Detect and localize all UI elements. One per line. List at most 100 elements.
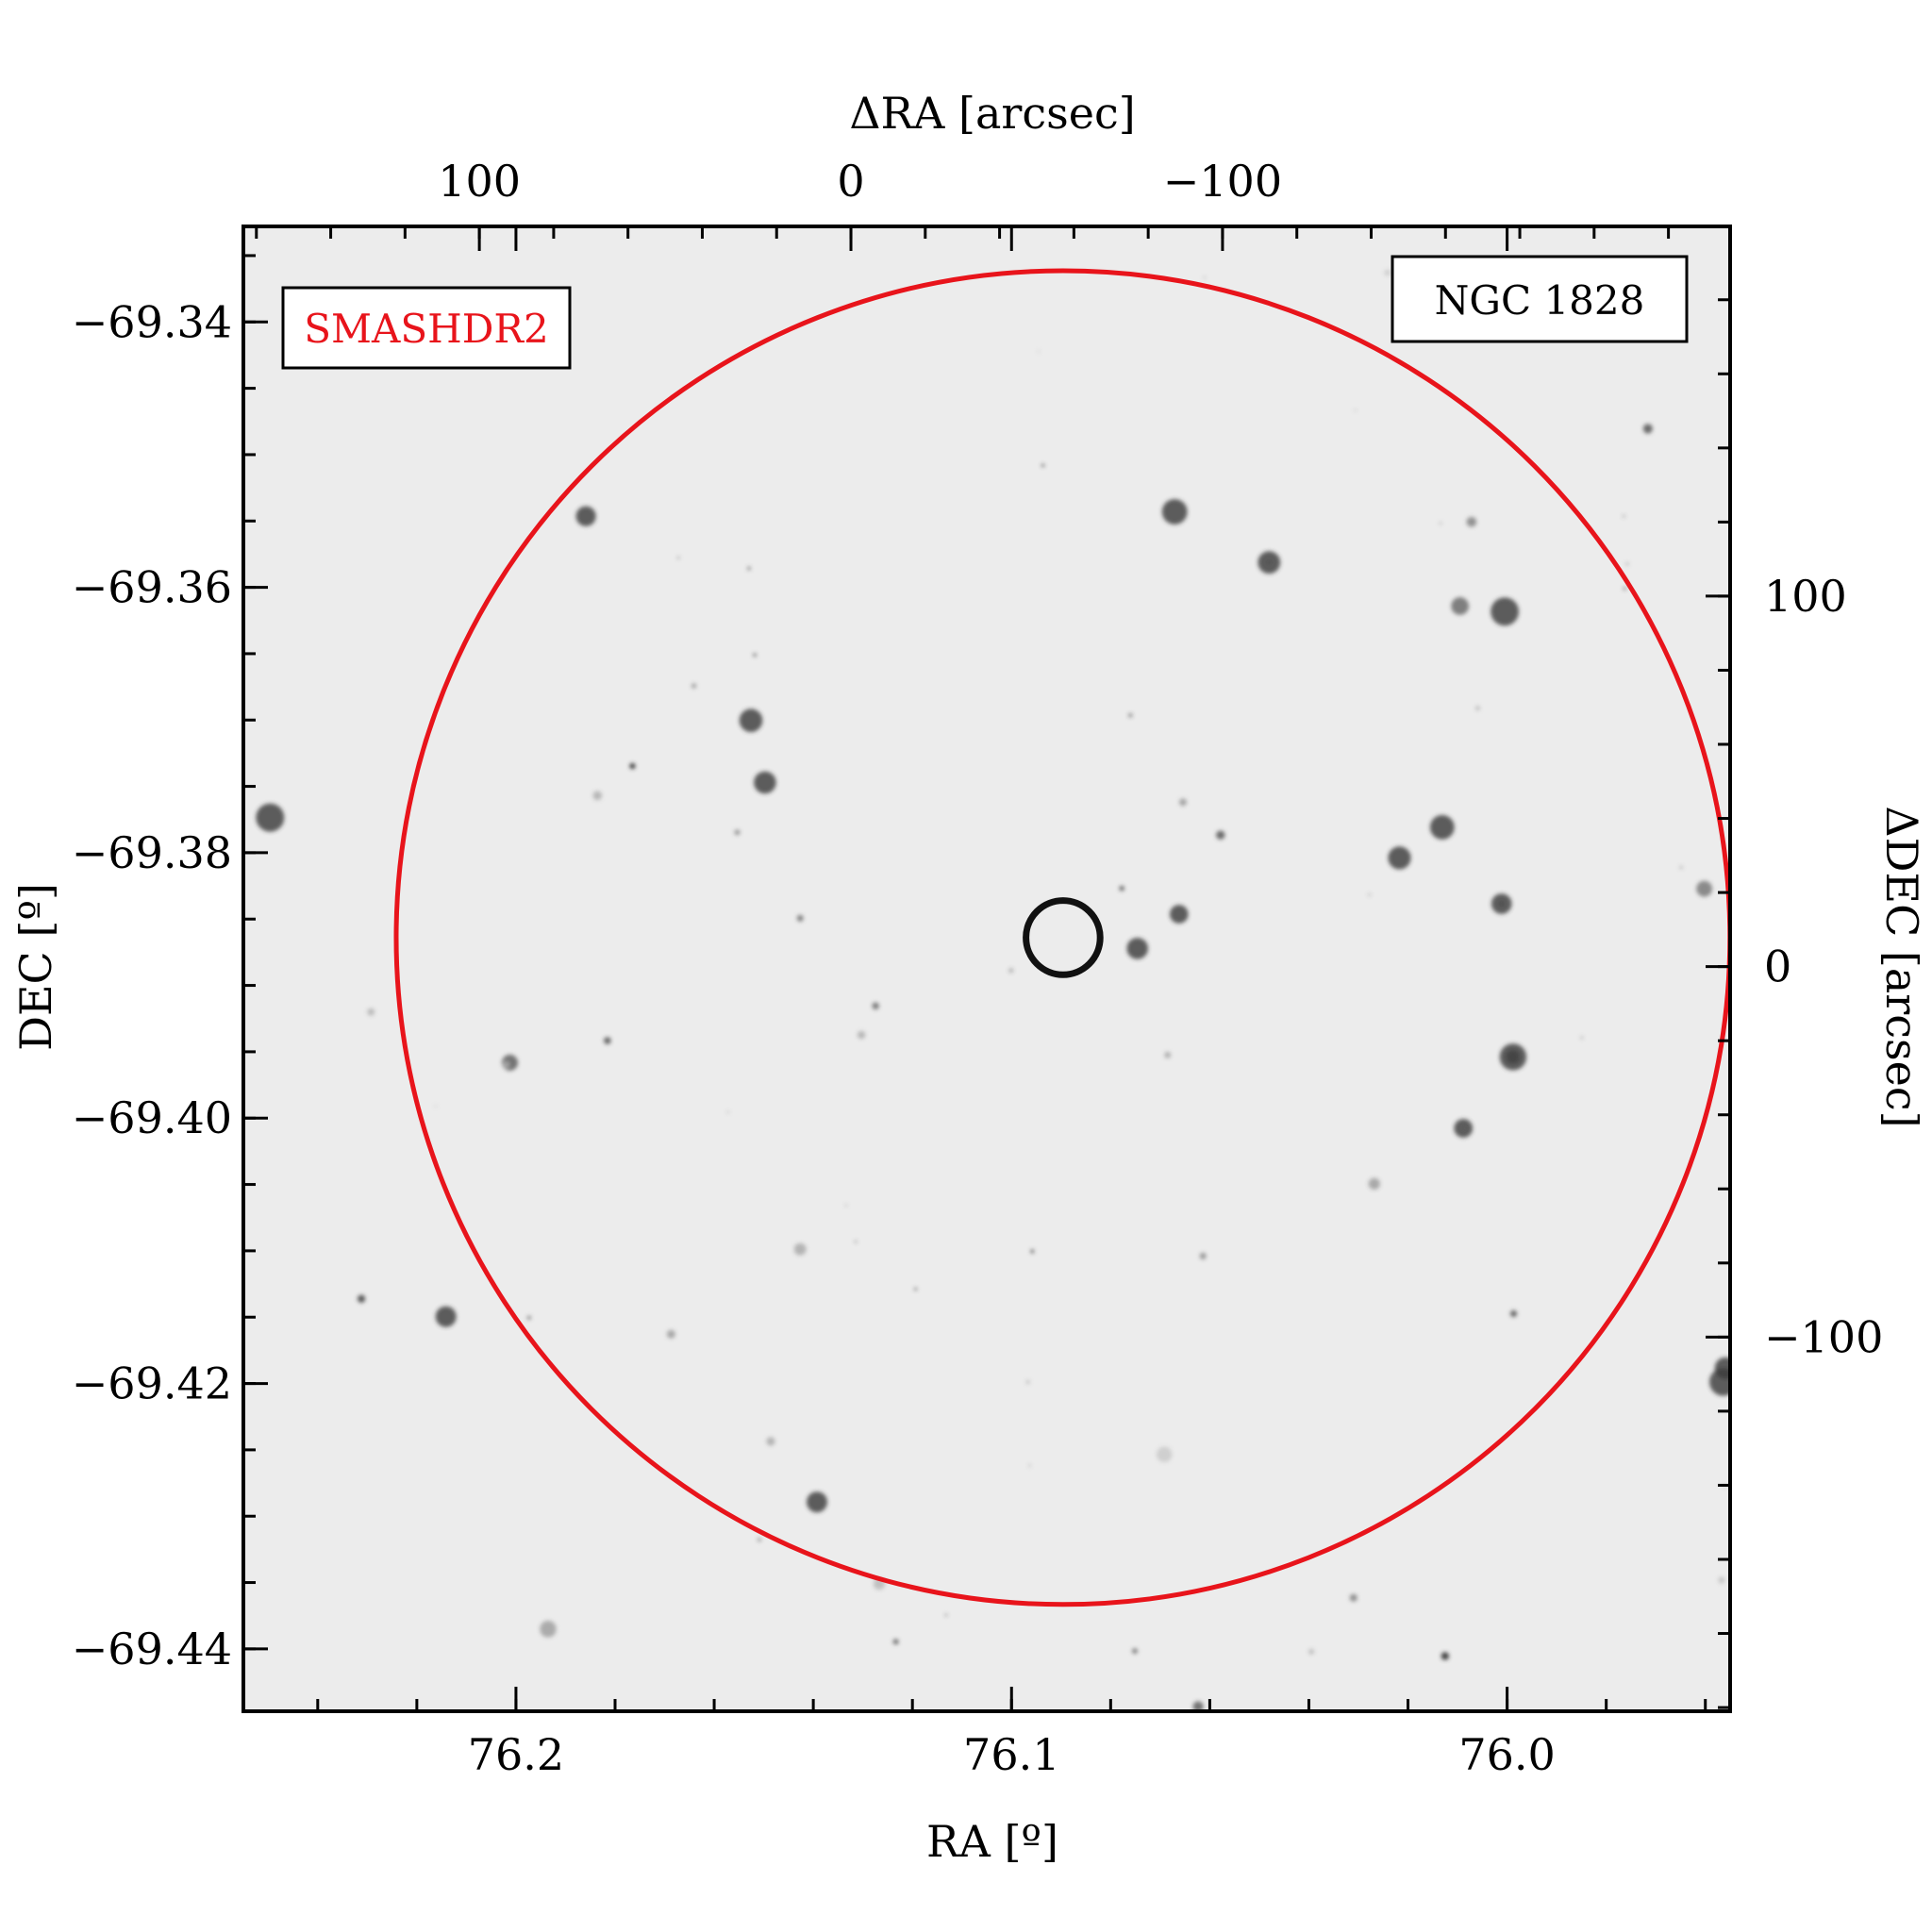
- bright-star: [1499, 1043, 1527, 1071]
- star: [1466, 517, 1477, 527]
- star: [1623, 515, 1625, 518]
- star: [434, 1105, 437, 1108]
- star: [1350, 1594, 1357, 1602]
- star: [1441, 1652, 1449, 1660]
- star: [1368, 1177, 1380, 1190]
- bright-star: [1161, 499, 1188, 525]
- star: [734, 829, 741, 836]
- star: [358, 1294, 365, 1303]
- y-tick-label: −69.44: [72, 1624, 232, 1674]
- survey-label: SMASHDR2: [304, 306, 549, 352]
- star: [1510, 1310, 1517, 1317]
- star: [844, 1204, 848, 1208]
- star: [1128, 713, 1133, 718]
- top-x-axis-title: ΔRA [arcsec]: [849, 88, 1135, 139]
- star: [1643, 424, 1653, 434]
- bright-star: [1126, 938, 1148, 959]
- star: [747, 567, 751, 570]
- star: [367, 1008, 375, 1016]
- cluster-label-frame: [1391, 255, 1689, 343]
- y-tick-label: −69.38: [72, 827, 232, 878]
- star: [540, 1621, 557, 1638]
- right-tick-label: 100: [1764, 571, 1847, 622]
- star: [797, 915, 804, 922]
- star: [1119, 886, 1124, 891]
- star: [1451, 597, 1469, 615]
- bright-star: [435, 1306, 457, 1327]
- star: [1179, 798, 1187, 807]
- right-tick-label: 0: [1764, 941, 1791, 992]
- bright-star: [754, 771, 776, 794]
- star-field: [256, 269, 1730, 1711]
- star: [1157, 1446, 1173, 1462]
- bright-star: [575, 506, 596, 526]
- cluster-label: NGC 1828: [1435, 277, 1645, 324]
- star: [1475, 706, 1480, 710]
- star: [1308, 1648, 1315, 1655]
- star: [758, 1538, 761, 1541]
- inner-circle: [1023, 897, 1104, 978]
- star: [1368, 893, 1371, 896]
- star: [666, 1329, 675, 1339]
- star: [794, 1243, 807, 1256]
- star: [629, 763, 636, 769]
- star: [1203, 276, 1207, 279]
- tick-labels: 76.2 76.1 76.0 −69.34 −69.36 −69.38 −69.40 −69.…: [72, 156, 1884, 1780]
- top-tick-label: 0: [837, 156, 864, 207]
- star: [1718, 1576, 1725, 1584]
- star: [1623, 587, 1626, 591]
- top-tick-label: 100: [438, 156, 521, 207]
- star: [1037, 350, 1041, 353]
- bright-star: [1714, 1357, 1730, 1379]
- survey-label-frame: [281, 286, 572, 370]
- right-y-axis-title: ΔDEC [arcsec]: [1876, 806, 1927, 1127]
- tick-marks: [243, 226, 1730, 1711]
- star: [1030, 1249, 1035, 1254]
- bright-star: [256, 803, 285, 832]
- bright-star: [1454, 1119, 1474, 1138]
- star: [677, 557, 680, 559]
- star: [1679, 866, 1683, 869]
- star: [914, 1288, 917, 1291]
- star: [944, 1613, 948, 1617]
- y-tick-label: −69.40: [72, 1092, 232, 1143]
- x-tick-label: 76.1: [963, 1729, 1059, 1780]
- star: [857, 1030, 866, 1040]
- star: [1439, 522, 1442, 525]
- star: [855, 1241, 858, 1243]
- top-tick-label: −100: [1163, 156, 1282, 207]
- y-tick-label: −69.42: [72, 1358, 232, 1409]
- star: [1696, 880, 1712, 897]
- star: [1041, 464, 1044, 467]
- star: [872, 1002, 879, 1009]
- x-tick-label: 76.2: [468, 1729, 564, 1780]
- bright-star: [1429, 815, 1455, 840]
- sky-image: [243, 226, 1730, 1711]
- bright-star: [1170, 905, 1189, 924]
- x-axis-title: RA [º]: [926, 1816, 1058, 1867]
- cluster-label-box: NGC 1828: [1391, 255, 1689, 343]
- bright-star: [1257, 551, 1281, 575]
- survey-label-box: SMASHDR2: [281, 286, 572, 370]
- bright-star: [1388, 846, 1411, 870]
- star: [604, 1037, 611, 1044]
- star: [1216, 830, 1225, 840]
- bright-star: [1491, 597, 1519, 626]
- sky-background: [243, 226, 1730, 1711]
- star: [502, 1060, 510, 1069]
- right-tick-label: −100: [1764, 1311, 1883, 1362]
- star: [1008, 968, 1014, 974]
- star: [726, 1110, 729, 1114]
- star: [527, 1316, 531, 1320]
- star: [1580, 1036, 1584, 1040]
- plot-frame: [242, 225, 1732, 1713]
- star: [1384, 269, 1391, 276]
- star: [1025, 1380, 1030, 1384]
- y-tick-label: −69.34: [72, 296, 232, 347]
- star: [1132, 1648, 1138, 1654]
- star: [1028, 1464, 1031, 1467]
- star: [592, 791, 603, 801]
- star: [892, 1639, 899, 1645]
- star: [1354, 408, 1357, 412]
